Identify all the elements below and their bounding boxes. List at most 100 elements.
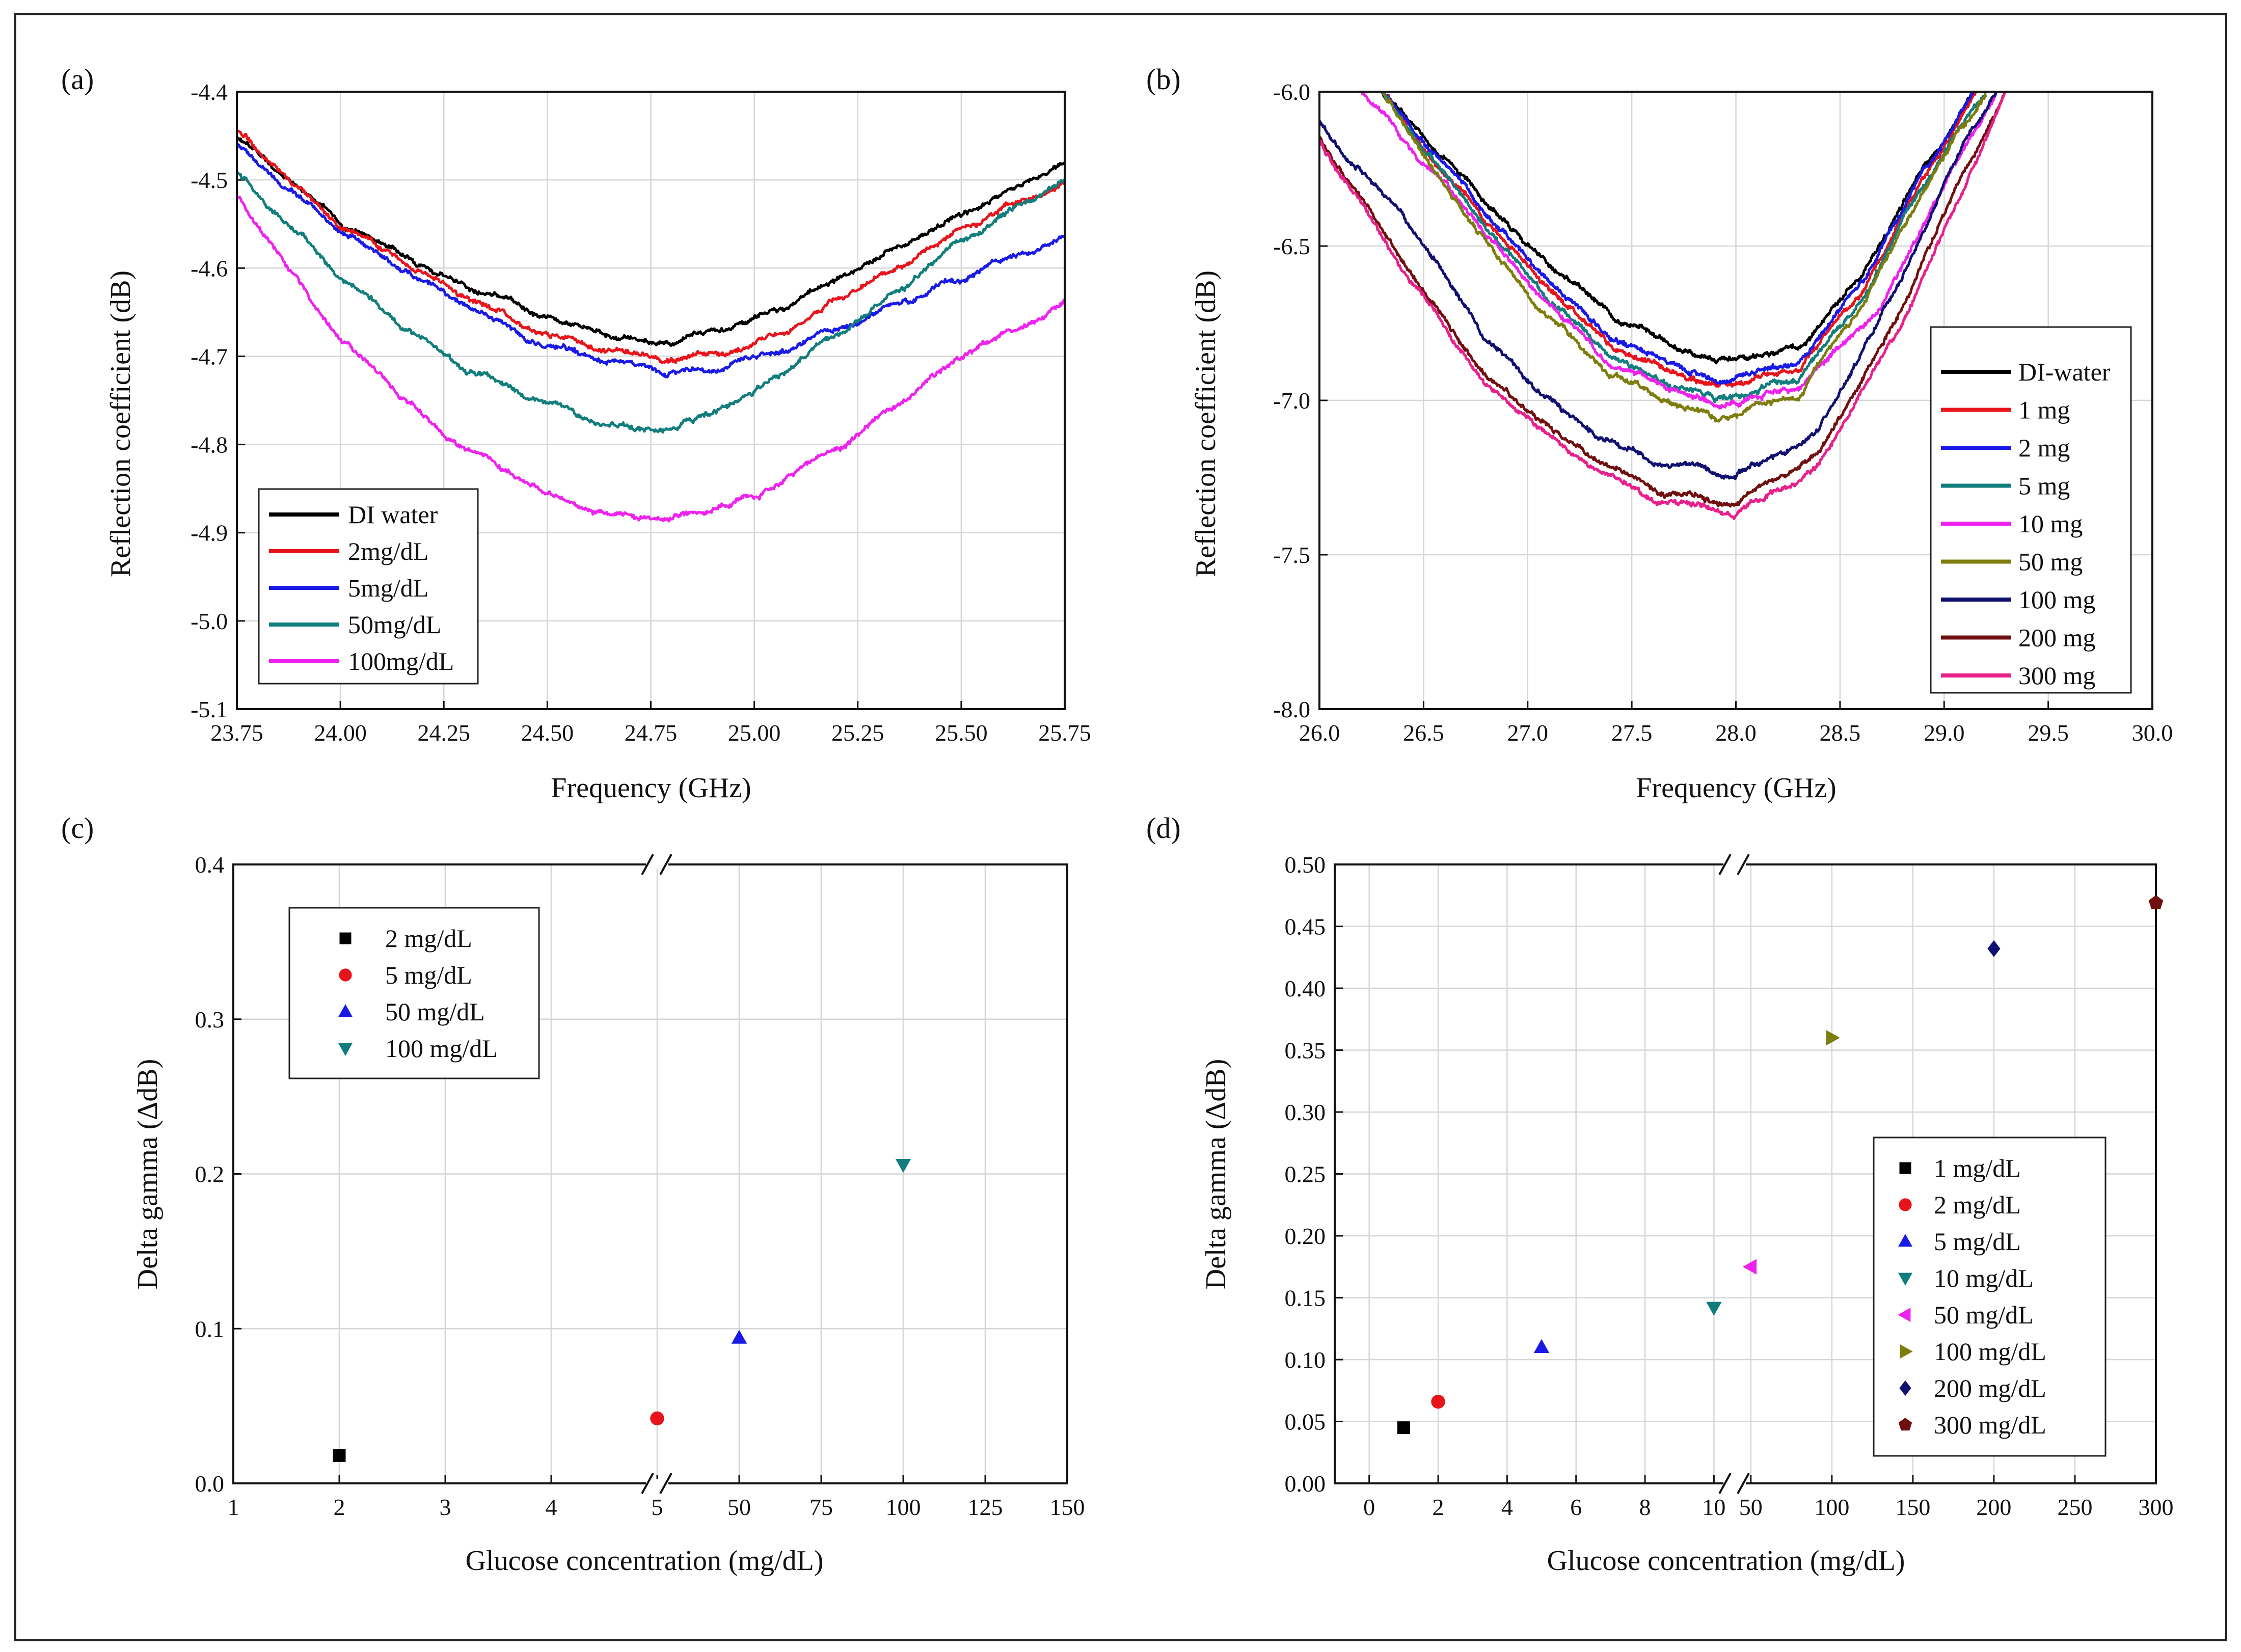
panel-b-xtick-label: 26.0 — [1299, 720, 1340, 746]
series-line-100-mg — [1319, 92, 1997, 480]
panel-d-legend-box — [1873, 1136, 2107, 1457]
panel-c-xlabel: Glucose concentration (mg/dL) — [466, 1545, 824, 1577]
panel-a: (a) Frequency (GHz) Reflection coefficie… — [61, 63, 1091, 804]
panel-a-ytick-label: -4.8 — [191, 432, 228, 458]
legend-marker — [339, 968, 352, 982]
panel-d-ytick-label: 0.10 — [1285, 1347, 1326, 1373]
panel-b-xtick-label: 28.0 — [1715, 720, 1757, 746]
panel-b-ytick-label: -6.5 — [1273, 233, 1310, 259]
legend-marker — [1899, 1162, 1911, 1174]
panel-d-xtick-label: 150 — [1895, 1494, 1930, 1520]
panel-d-xtick-label: 250 — [2057, 1494, 2092, 1520]
data-point-200-mg-dl — [1987, 940, 2001, 957]
series-line-5-mg — [1381, 92, 1987, 403]
panel-c-axis-break — [641, 1473, 672, 1494]
series-line-300-mg — [1319, 92, 2006, 520]
panel-d-legend: 1 mg/dL 2 mg/dL 5 mg/dL 10 mg/dL 50 mg/dL 100… — [1873, 1136, 2107, 1457]
panel-b-ytick-label: -7.0 — [1273, 388, 1310, 414]
panel-a-xtick-label: 24.25 — [418, 720, 471, 746]
legend-marker — [339, 932, 352, 944]
data-point-10-mg-dl — [1706, 1302, 1722, 1316]
panel-b-legend-box — [1930, 326, 2132, 694]
legend-label: 10 mg/dL — [1934, 1264, 2034, 1292]
panel-a-legend: DI water 2mg/dL 5mg/dL 50mg/dL 100mg/dL — [258, 488, 479, 685]
panel-d-xtick-label: 8 — [1639, 1494, 1651, 1520]
panel-a-ytick-label: -4.5 — [191, 167, 228, 193]
series-line-100mg-dl — [237, 195, 1065, 523]
legend-label: 50 mg/dL — [385, 997, 485, 1026]
series-line-1-mg — [1381, 92, 1977, 388]
panel-c: (c) Glucose concentration (mg/dL) Delta … — [61, 811, 1085, 1577]
panel-d-ytick-label: 0.45 — [1285, 914, 1326, 940]
panel-b-plot-frame — [1318, 91, 2153, 710]
panel-d-xtick-label: 2 — [1433, 1494, 1444, 1520]
panel-c-xtick-label: 3 — [440, 1494, 451, 1520]
panel-a-ytick-label: -4.9 — [191, 520, 228, 546]
legend-label: 5 mg/dL — [1934, 1227, 2021, 1256]
panel-b-xlabel: Frequency (GHz) — [1636, 772, 1836, 804]
panel-c-axis-break — [641, 854, 672, 875]
legend-label: 200 mg — [2018, 624, 2095, 652]
data-point-2-mg-dl — [333, 1449, 346, 1462]
legend-label: DI-water — [2018, 358, 2111, 386]
legend-label: 5mg/dL — [348, 574, 428, 602]
panel-d-xtick-label: 300 — [2139, 1494, 2174, 1520]
panel-d-ytick-label: 0.25 — [1285, 1161, 1326, 1187]
legend-label: 50mg/dL — [348, 610, 441, 639]
panel-d-ytick-label: 0.00 — [1285, 1471, 1326, 1497]
legend-label: 2 mg — [2018, 434, 2070, 462]
panel-d-xlabel: Glucose concentration (mg/dL) — [1547, 1545, 1905, 1577]
panel-c-xtick-label: 100 — [886, 1494, 921, 1520]
legend-label: 100 mg — [2018, 585, 2095, 614]
panel-b-xtick-label: 26.5 — [1403, 720, 1444, 746]
data-point-1-mg-dl — [1397, 1421, 1410, 1434]
panel-b-xtick-label: 29.5 — [2028, 720, 2069, 746]
panel-a-label: (a) — [61, 63, 94, 96]
panel-d-ytick-label: 0.15 — [1285, 1285, 1326, 1311]
panel-c-ytick-label: 0.4 — [195, 852, 225, 878]
panel-a-ytick-label: -4.4 — [191, 79, 228, 105]
legend-label: 300 mg/dL — [1934, 1411, 2046, 1439]
panel-c-xtick-label: 50 — [727, 1494, 751, 1520]
series-line-200-mg — [1319, 92, 2006, 508]
panel-a-ytick-label: -4.6 — [191, 255, 228, 281]
legend-label: 1 mg — [2018, 396, 2070, 424]
series-line-5mg-dl — [237, 143, 1065, 378]
panel-b-ylabel: Reflection coefficient (dB) — [1190, 270, 1222, 577]
panel-b-xtick-label: 30.0 — [2132, 720, 2173, 746]
panel-c-xtick-label: 4 — [546, 1494, 557, 1520]
legend-label: 50 mg/dL — [1934, 1301, 2034, 1329]
panel-a-xtick-label: 25.25 — [831, 720, 884, 746]
legend-label: 10 mg — [2018, 509, 2083, 538]
panel-d-axis-break — [1718, 854, 1750, 875]
panel-c-ytick-label: 0.1 — [195, 1316, 225, 1342]
panel-b-xtick-label: 27.0 — [1507, 720, 1549, 746]
panel-b-label: (b) — [1146, 63, 1181, 96]
legend-marker — [1898, 1307, 1911, 1322]
panel-d-ytick-label: 0.40 — [1285, 976, 1326, 1001]
panel-a-xtick-label: 24.00 — [314, 720, 367, 746]
data-point-300-mg-dl — [2148, 895, 2164, 909]
data-point-100-mg-dl — [1826, 1030, 1840, 1046]
panel-c-xtick-label: 2 — [334, 1494, 345, 1520]
panel-d-xtick-label: 10 — [1702, 1494, 1725, 1520]
panel-d-ytick-label: 0.50 — [1285, 852, 1326, 878]
legend-marker — [338, 1004, 353, 1017]
panel-b-ytick-label: -6.0 — [1273, 79, 1310, 105]
panel-b-ytick-label: -8.0 — [1273, 696, 1310, 722]
panel-c-xtick-label: 5 — [652, 1494, 663, 1520]
panel-c-xtick-label: 1 — [228, 1494, 239, 1520]
panel-d-label: (d) — [1146, 811, 1181, 845]
panel-c-legend: 2 mg/dL 5 mg/dL 50 mg/dL 100 mg/dL — [288, 907, 540, 1079]
series-line-2mg-dl — [237, 129, 1065, 364]
panel-d: (d) Glucose concentration (mg/dL) Delta … — [1146, 811, 2174, 1577]
legend-label: 300 mg — [2018, 661, 2095, 690]
panel-d-xtick-label: 50 — [1739, 1494, 1763, 1520]
panel-c-xtick-label: 75 — [809, 1494, 833, 1520]
panel-a-ytick-label: -5.0 — [191, 608, 228, 634]
panel-a-xtick-label: 25.75 — [1038, 720, 1091, 746]
legend-label: 2 mg/dL — [385, 924, 472, 953]
panel-a-xtick-label: 25.00 — [728, 720, 781, 746]
panel-b-xtick-label: 27.5 — [1611, 720, 1653, 746]
panel-d-ytick-label: 0.20 — [1285, 1223, 1326, 1249]
